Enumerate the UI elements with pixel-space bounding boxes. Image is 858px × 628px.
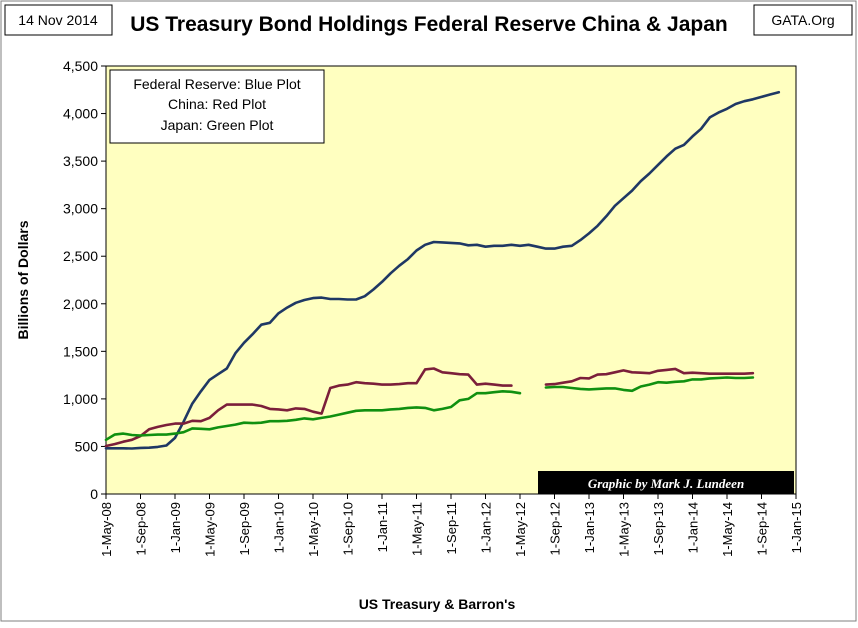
chart-title: US Treasury Bond Holdings Federal Reserv… (130, 13, 728, 36)
x-tick-label: 1-May-14 (720, 502, 735, 557)
y-tick-label: 500 (75, 438, 99, 454)
x-tick-label: 1-Jan-11 (375, 502, 390, 552)
y-tick-label: 3,000 (63, 201, 98, 217)
legend-entry-federal-reserve: Federal Reserve: Blue Plot (133, 76, 300, 92)
y-tick-label: 2,500 (63, 248, 98, 264)
credit-box: Graphic by Mark J. Lundeen (538, 471, 794, 494)
x-tick-label: 1-Jan-12 (479, 502, 494, 553)
y-axis: 0 500 1,000 1,500 2,000 2,500 3,000 3,500 4,000 4… (63, 58, 106, 502)
y-tick-label: 0 (90, 486, 98, 502)
series-line-china (544, 367, 755, 386)
date-label: 14 Nov 2014 (18, 12, 98, 28)
x-tick-label: 1-May-11 (410, 502, 425, 556)
y-tick-label: 4,000 (63, 106, 98, 122)
x-tick-label: 1-Sep-13 (651, 502, 666, 555)
series-line-japan (104, 389, 522, 442)
legend: Federal Reserve: Blue Plot China: Red Pl… (109, 69, 325, 144)
x-tick-label: 1-May-13 (617, 502, 632, 557)
legend-entry-japan: Japan: Green Plot (161, 117, 274, 133)
x-tick-label: 1-Sep-09 (237, 502, 252, 555)
date-box: 14 Nov 2014 (4, 4, 113, 36)
x-tick-label: 1-Sep-08 (134, 502, 149, 555)
x-tick-label: 1-Jan-10 (272, 502, 287, 553)
source-box: GATA.Org (753, 4, 853, 36)
x-tick-label: 1-Sep-12 (548, 502, 563, 555)
y-tick-label: 1,000 (63, 391, 98, 407)
x-tick-label: 1-Sep-11 (444, 502, 459, 555)
credit-box-background (538, 471, 794, 494)
x-axis-title: US Treasury & Barron's (359, 596, 516, 612)
series-layer (104, 90, 781, 450)
series-line-china (104, 367, 513, 448)
x-tick-label: 1-Sep-10 (341, 502, 356, 555)
series-china (104, 367, 755, 448)
x-tick-label: 1-Jan-09 (168, 502, 183, 553)
series-japan (104, 376, 755, 442)
x-tick-label: 1-May-08 (99, 502, 114, 557)
date-box-frame (4, 4, 113, 36)
x-tick-label: 1-May-09 (203, 502, 218, 557)
x-tick-label: 1-Jan-14 (686, 502, 701, 553)
x-tick-label: 1-May-12 (513, 502, 528, 557)
y-tick-label: 4,500 (63, 58, 98, 74)
credit-text: Graphic by Mark J. Lundeen (588, 476, 744, 491)
y-tick-label: 2,000 (63, 296, 98, 312)
x-axis: 1-May-08 1-Sep-08 1-Jan-09 1-May-09 1-Sep-09… (99, 494, 804, 557)
x-tick-label: 1-Sep-14 (755, 502, 770, 555)
x-tick-label: 1-Jan-15 (789, 502, 804, 553)
legend-entry-china: China: Red Plot (168, 96, 266, 112)
y-axis-title: Billions of Dollars (15, 220, 31, 339)
series-line-federal-reserve (104, 90, 781, 450)
y-tick-label: 3,500 (63, 153, 98, 169)
x-tick-label: 1-Jan-13 (582, 502, 597, 553)
y-tick-label: 1,500 (63, 343, 98, 359)
series-line-japan (544, 376, 755, 393)
legend-frame (109, 69, 325, 144)
source-box-frame (753, 4, 853, 36)
series-federal-reserve (104, 90, 781, 450)
x-tick-label: 1-May-10 (306, 502, 321, 557)
source-label: GATA.Org (771, 12, 834, 28)
